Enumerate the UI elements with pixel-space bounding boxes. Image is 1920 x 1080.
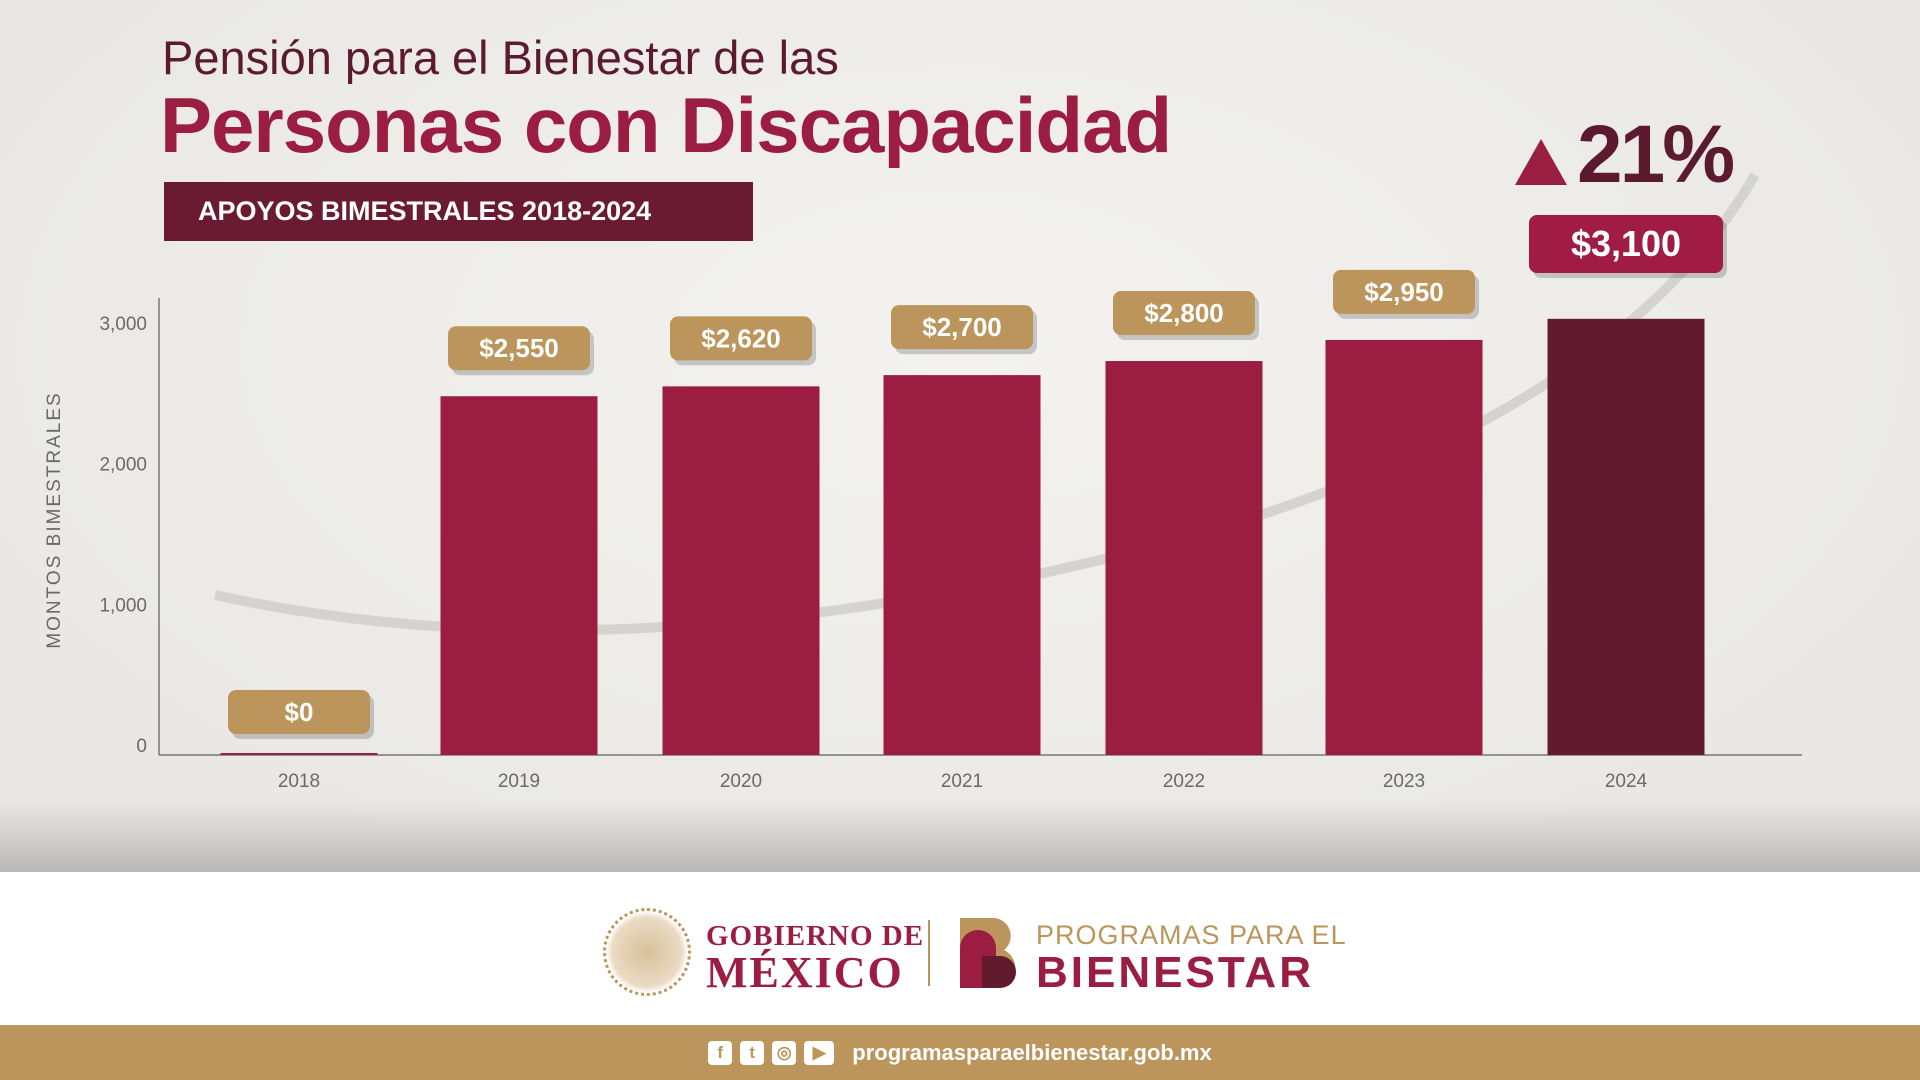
- data-label-box: [1113, 291, 1255, 336]
- bar-2020: [662, 386, 820, 755]
- bar-2023: [1325, 339, 1483, 755]
- gob-line1: GOBIERNO DE: [706, 920, 925, 952]
- gob-line2: MÉXICO: [706, 948, 904, 997]
- x-tick-label: 2019: [498, 771, 540, 792]
- up-triangle-icon: [1515, 139, 1567, 185]
- twitter-icon[interactable]: t: [740, 1040, 765, 1065]
- facebook-icon[interactable]: f: [708, 1040, 733, 1065]
- data-label-box: [228, 690, 370, 734]
- x-tick-label: 2024: [1605, 771, 1648, 792]
- bar-chart: 0 1,000 2,000 3,000 2018 $0 2019 $2,550 2020 $2,6…: [99, 172, 1802, 792]
- y-tick-label: 2,000: [99, 455, 147, 476]
- bar-2022: [1105, 361, 1263, 755]
- growth-value: 21%: [1577, 109, 1735, 200]
- data-label: $0: [285, 697, 314, 727]
- data-label: $2,800: [1144, 298, 1224, 328]
- prog-line2: BIENESTAR: [1036, 948, 1314, 997]
- bar-2018: [220, 753, 378, 755]
- prog-line1: PROGRAMAS PARA EL: [1036, 920, 1347, 950]
- data-label: $2,950: [1364, 277, 1444, 307]
- mexico-seal-logo: [603, 908, 691, 996]
- growth-indicator: 21%: [1515, 108, 1735, 202]
- data-label: $2,620: [701, 323, 781, 353]
- background-shade: [0, 800, 1920, 872]
- data-label-box: [891, 305, 1033, 350]
- gobierno-logo: GOBIERNO DE MÉXICO: [706, 920, 925, 997]
- instagram-icon[interactable]: ◎: [772, 1040, 797, 1065]
- programas-logo: PROGRAMAS PARA EL BIENESTAR: [1036, 920, 1347, 995]
- subtitle-badge: APOYOS BIMESTRALES 2018-2024: [164, 182, 753, 241]
- bar-2021: [883, 375, 1041, 755]
- y-tick-label: 3,000: [99, 314, 147, 335]
- logo-divider: [928, 920, 930, 986]
- x-tick-label: 2021: [941, 771, 983, 792]
- y-tick-label: 0: [136, 736, 147, 757]
- data-label: $2,700: [922, 312, 1002, 342]
- bar-2024: [1547, 318, 1705, 755]
- x-tick-label: 2022: [1163, 771, 1205, 792]
- data-label-box: [1333, 269, 1475, 314]
- title-line1: Pensión para el Bienestar de las: [162, 31, 839, 84]
- bar-2019: [440, 396, 598, 755]
- data-label-box: [448, 326, 590, 371]
- data-label: $3,100: [1571, 223, 1681, 264]
- data-label-box: [670, 316, 812, 361]
- website-link[interactable]: programasparaelbienestar.gob.mx: [852, 1039, 1212, 1065]
- footer-bar: f t ◎ ▶ programasparaelbienestar.gob.mx: [0, 1025, 1920, 1080]
- title-line2: Personas con Discapacidad: [160, 81, 1172, 169]
- x-tick-label: 2018: [278, 771, 320, 792]
- data-label: $2,550: [479, 333, 559, 363]
- x-tick-label: 2023: [1383, 771, 1425, 792]
- x-tick-label: 2020: [720, 771, 762, 792]
- y-tick-label: 1,000: [99, 595, 147, 616]
- data-label-box: [1529, 215, 1723, 273]
- youtube-icon[interactable]: ▶: [804, 1040, 835, 1065]
- bienestar-b-logo: [960, 918, 1016, 988]
